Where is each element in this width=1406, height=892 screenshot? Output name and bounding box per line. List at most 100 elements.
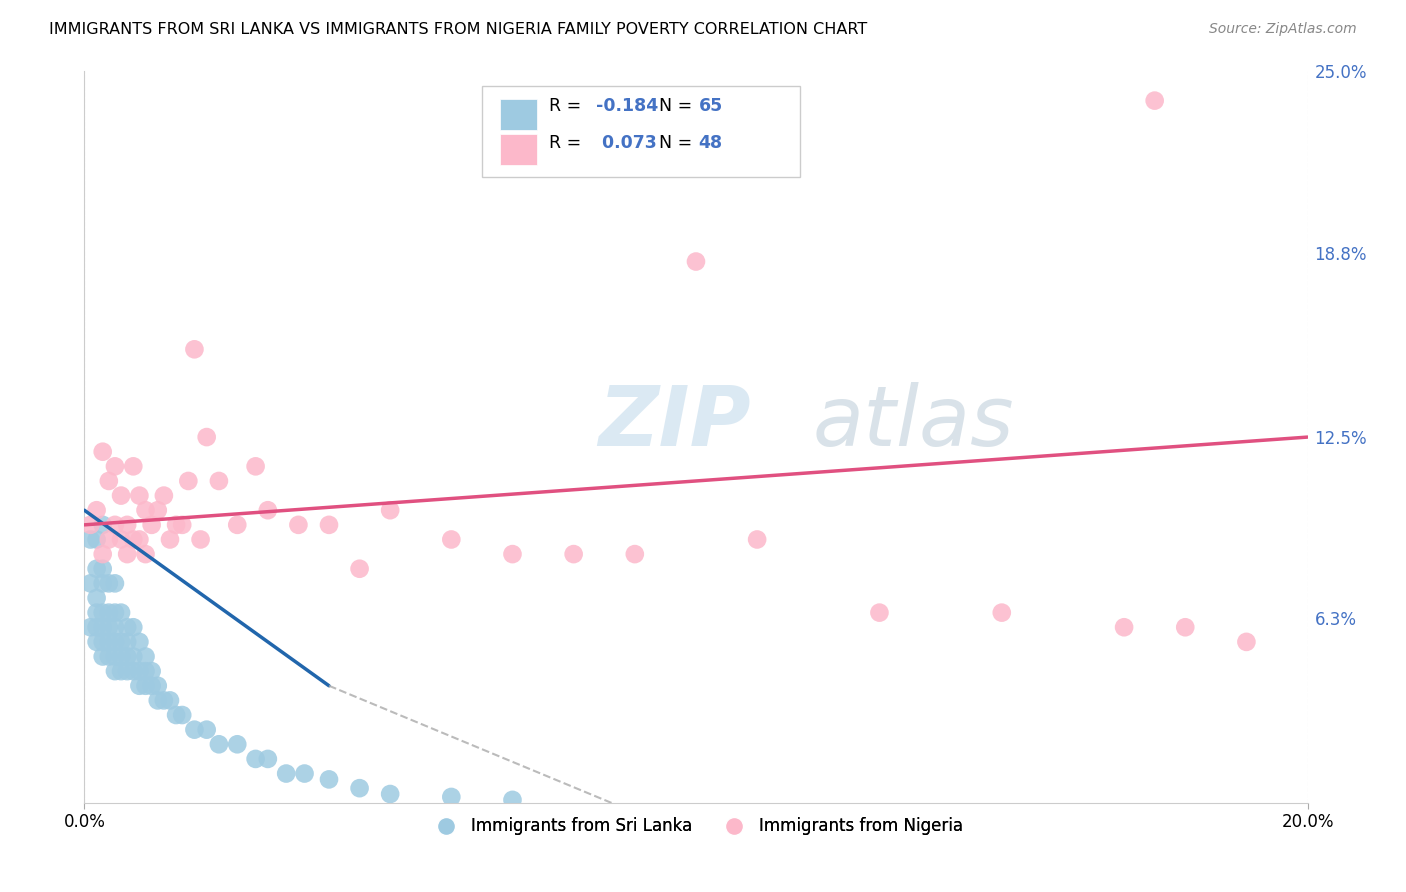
Text: N =: N = [659, 97, 693, 115]
Text: ZIP: ZIP [598, 382, 751, 463]
Point [86, 503, 108, 517]
Point [110, 664, 132, 678]
Point [115, 517, 138, 532]
Point [135, 547, 157, 561]
Point [86, 533, 108, 547]
Text: atlas: atlas [813, 382, 1014, 463]
Point [1236, 635, 1258, 649]
Point [257, 503, 280, 517]
Point [104, 664, 127, 678]
Point [177, 474, 200, 488]
Point [141, 664, 163, 678]
Point [128, 489, 150, 503]
FancyBboxPatch shape [482, 86, 800, 178]
Point [104, 635, 127, 649]
Point [294, 766, 316, 780]
Point [86, 620, 108, 634]
Point [135, 664, 157, 678]
Point [440, 533, 463, 547]
FancyBboxPatch shape [501, 99, 537, 130]
Point [165, 708, 187, 723]
Point [115, 620, 138, 634]
Point [104, 576, 127, 591]
Text: R =: R = [550, 97, 582, 115]
Point [183, 343, 205, 357]
Point [97, 649, 120, 664]
Point [172, 517, 194, 532]
Point [1143, 94, 1166, 108]
Point [91, 562, 114, 576]
Point [159, 693, 181, 707]
Point [128, 679, 150, 693]
Point [115, 649, 138, 664]
Point [257, 752, 280, 766]
Point [110, 649, 132, 664]
Point [110, 533, 132, 547]
Point [190, 533, 212, 547]
Point [226, 737, 249, 751]
Point [349, 562, 371, 576]
Point [86, 635, 108, 649]
Point [869, 606, 891, 620]
Point [122, 664, 145, 678]
Point [146, 693, 169, 707]
Point [135, 649, 157, 664]
Point [97, 576, 120, 591]
Point [747, 533, 769, 547]
Text: N =: N = [659, 134, 693, 152]
Point [91, 576, 114, 591]
Point [624, 547, 647, 561]
Point [165, 517, 187, 532]
Point [122, 620, 145, 634]
Point [91, 649, 114, 664]
Text: IMMIGRANTS FROM SRI LANKA VS IMMIGRANTS FROM NIGERIA FAMILY POVERTY CORRELATION : IMMIGRANTS FROM SRI LANKA VS IMMIGRANTS … [49, 22, 868, 37]
Point [97, 635, 120, 649]
Point [79, 517, 101, 532]
FancyBboxPatch shape [501, 135, 537, 165]
Point [86, 591, 108, 605]
Point [245, 459, 267, 474]
Point [287, 517, 309, 532]
Legend: Immigrants from Sri Lanka, Immigrants from Nigeria: Immigrants from Sri Lanka, Immigrants fr… [423, 811, 969, 842]
Text: R =: R = [550, 134, 582, 152]
Point [318, 517, 340, 532]
Point [115, 547, 138, 561]
Point [159, 533, 181, 547]
Point [115, 664, 138, 678]
Point [122, 649, 145, 664]
Point [122, 533, 145, 547]
Point [110, 489, 132, 503]
Point [172, 708, 194, 723]
Point [86, 606, 108, 620]
Point [183, 723, 205, 737]
Point [91, 620, 114, 634]
Point [104, 459, 127, 474]
Point [122, 459, 145, 474]
Point [146, 503, 169, 517]
Point [115, 635, 138, 649]
Point [226, 517, 249, 532]
Point [128, 533, 150, 547]
Point [502, 793, 524, 807]
Point [91, 635, 114, 649]
Point [97, 606, 120, 620]
Point [104, 620, 127, 634]
Point [91, 606, 114, 620]
Point [97, 474, 120, 488]
Point [104, 517, 127, 532]
Text: 48: 48 [699, 134, 723, 152]
Text: Source: ZipAtlas.com: Source: ZipAtlas.com [1209, 22, 1357, 37]
Point [91, 547, 114, 561]
Point [128, 664, 150, 678]
Point [245, 752, 267, 766]
Point [79, 533, 101, 547]
Point [1174, 620, 1197, 634]
Point [685, 254, 707, 268]
Point [153, 489, 176, 503]
Point [141, 517, 163, 532]
Point [153, 693, 176, 707]
Text: 65: 65 [699, 97, 723, 115]
Point [97, 620, 120, 634]
Point [380, 503, 402, 517]
Point [991, 606, 1014, 620]
